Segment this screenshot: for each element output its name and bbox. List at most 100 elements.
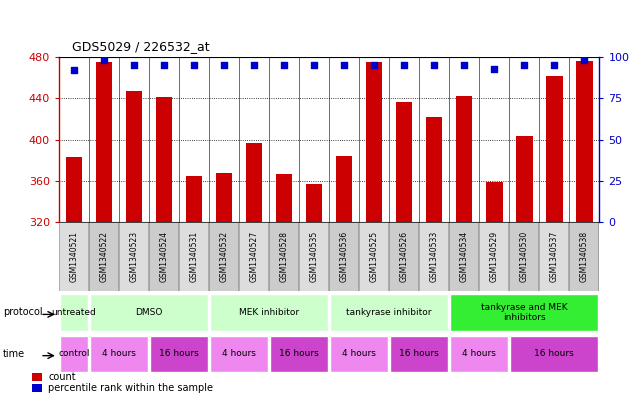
FancyBboxPatch shape xyxy=(150,336,208,372)
Text: GSM1340522: GSM1340522 xyxy=(99,231,108,282)
FancyBboxPatch shape xyxy=(330,336,388,372)
Text: 4 hours: 4 hours xyxy=(342,349,376,358)
Text: GSM1340524: GSM1340524 xyxy=(160,231,169,282)
Point xyxy=(309,62,319,68)
Point xyxy=(489,65,499,72)
FancyBboxPatch shape xyxy=(210,336,268,372)
Text: GSM1340533: GSM1340533 xyxy=(429,231,438,282)
Text: GSM1340532: GSM1340532 xyxy=(220,231,229,282)
Point xyxy=(249,62,259,68)
FancyBboxPatch shape xyxy=(90,294,208,331)
Text: count: count xyxy=(48,372,76,382)
FancyBboxPatch shape xyxy=(60,336,88,372)
Text: 4 hours: 4 hours xyxy=(222,349,256,358)
Text: GSM1340531: GSM1340531 xyxy=(190,231,199,282)
FancyBboxPatch shape xyxy=(450,294,599,331)
Point xyxy=(579,57,590,63)
Bar xyxy=(449,222,479,291)
Bar xyxy=(456,96,472,222)
Text: GSM1340530: GSM1340530 xyxy=(520,231,529,282)
Point xyxy=(519,62,529,68)
FancyBboxPatch shape xyxy=(90,336,148,372)
Bar xyxy=(479,222,510,291)
Text: GSM1340529: GSM1340529 xyxy=(490,231,499,282)
Text: tankyrase and MEK
inhibitors: tankyrase and MEK inhibitors xyxy=(481,303,567,322)
Text: GDS5029 / 226532_at: GDS5029 / 226532_at xyxy=(72,40,210,53)
Bar xyxy=(359,222,389,291)
Bar xyxy=(239,222,269,291)
Text: GSM1340537: GSM1340537 xyxy=(550,231,559,282)
Text: GSM1340538: GSM1340538 xyxy=(580,231,589,282)
Text: GSM1340534: GSM1340534 xyxy=(460,231,469,282)
Bar xyxy=(179,222,209,291)
Bar xyxy=(426,117,442,222)
Bar xyxy=(569,222,599,291)
Text: GSM1340526: GSM1340526 xyxy=(400,231,409,282)
Text: GSM1340535: GSM1340535 xyxy=(310,231,319,282)
Bar xyxy=(336,156,353,222)
Bar xyxy=(59,222,89,291)
Point xyxy=(279,62,289,68)
Bar xyxy=(119,222,149,291)
Text: GSM1340525: GSM1340525 xyxy=(370,231,379,282)
Bar xyxy=(299,222,329,291)
Bar xyxy=(419,222,449,291)
Bar xyxy=(246,143,262,222)
Point xyxy=(549,62,560,68)
Text: 4 hours: 4 hours xyxy=(462,349,496,358)
Point xyxy=(339,62,349,68)
Text: 16 hours: 16 hours xyxy=(279,349,319,358)
Bar xyxy=(329,222,359,291)
Text: MEK inhibitor: MEK inhibitor xyxy=(239,308,299,317)
Point xyxy=(159,62,169,68)
Bar xyxy=(516,136,533,222)
Bar xyxy=(32,373,42,381)
Text: percentile rank within the sample: percentile rank within the sample xyxy=(48,383,213,393)
Text: protocol: protocol xyxy=(3,307,43,318)
Text: DMSO: DMSO xyxy=(135,308,163,317)
Text: 16 hours: 16 hours xyxy=(399,349,439,358)
Bar xyxy=(149,222,179,291)
Bar xyxy=(546,75,563,222)
Text: tankyrase inhibitor: tankyrase inhibitor xyxy=(346,308,432,317)
Point xyxy=(189,62,199,68)
Bar xyxy=(96,62,112,222)
Text: GSM1340523: GSM1340523 xyxy=(129,231,138,282)
Bar xyxy=(66,157,82,222)
FancyBboxPatch shape xyxy=(210,294,328,331)
Text: 4 hours: 4 hours xyxy=(102,349,136,358)
FancyBboxPatch shape xyxy=(450,336,508,372)
Point xyxy=(399,62,410,68)
Bar xyxy=(32,384,42,392)
Text: untreated: untreated xyxy=(52,308,96,317)
FancyBboxPatch shape xyxy=(390,336,448,372)
Bar xyxy=(156,97,172,222)
FancyBboxPatch shape xyxy=(270,336,328,372)
Bar xyxy=(396,102,412,222)
Bar xyxy=(576,61,592,222)
Bar xyxy=(209,222,239,291)
Text: GSM1340528: GSM1340528 xyxy=(279,231,288,282)
Bar xyxy=(486,182,503,222)
Bar xyxy=(366,62,383,222)
Point xyxy=(129,62,139,68)
Bar xyxy=(216,173,232,222)
Text: GSM1340527: GSM1340527 xyxy=(249,231,258,282)
Bar xyxy=(269,222,299,291)
Point xyxy=(99,57,109,63)
Point xyxy=(429,62,439,68)
Text: GSM1340521: GSM1340521 xyxy=(69,231,78,282)
Bar xyxy=(186,176,203,222)
Bar xyxy=(539,222,569,291)
Bar xyxy=(509,222,539,291)
FancyBboxPatch shape xyxy=(330,294,448,331)
Point xyxy=(459,62,469,68)
Bar xyxy=(306,184,322,222)
Point xyxy=(69,67,79,73)
Text: time: time xyxy=(3,349,26,359)
Bar xyxy=(389,222,419,291)
Point xyxy=(219,62,229,68)
Text: GSM1340536: GSM1340536 xyxy=(340,231,349,282)
Bar xyxy=(276,174,292,222)
FancyBboxPatch shape xyxy=(60,294,88,331)
